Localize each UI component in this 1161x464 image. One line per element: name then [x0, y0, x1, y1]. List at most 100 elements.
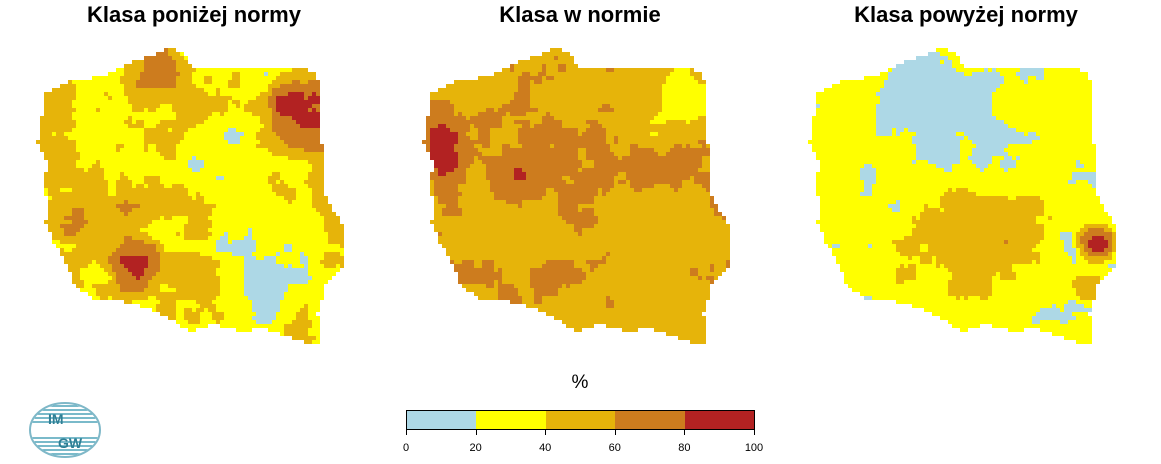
- map-cell: [458, 112, 462, 116]
- map-cell: [128, 124, 144, 128]
- map-cell: [176, 148, 268, 152]
- map-cell: [156, 272, 216, 276]
- map-cell: [518, 288, 534, 292]
- map-cell: [972, 72, 1000, 76]
- map-cell: [952, 60, 960, 64]
- map-cell: [184, 308, 192, 312]
- map-cell: [252, 308, 280, 312]
- map-cell: [1004, 156, 1012, 160]
- map-cell: [454, 112, 458, 116]
- map-cell: [1068, 180, 1076, 184]
- map-cell: [124, 172, 272, 176]
- map-cell: [1024, 80, 1028, 84]
- map-cell: [276, 100, 320, 104]
- map-cell: [172, 184, 184, 188]
- map-cell: [52, 240, 60, 244]
- map-cell: [1084, 224, 1108, 228]
- map-cell: [48, 192, 108, 196]
- map-cell: [1028, 80, 1092, 84]
- map-cell: [494, 264, 542, 268]
- map-cell: [240, 100, 248, 104]
- map-cell: [466, 132, 478, 136]
- map-cell: [630, 144, 638, 148]
- map-cell: [602, 256, 606, 260]
- map-cell: [220, 92, 260, 96]
- map-cell: [614, 176, 626, 180]
- map-cell: [522, 204, 558, 208]
- map-cell: [188, 216, 208, 220]
- map-cell: [996, 68, 1020, 72]
- map-cell: [940, 52, 956, 56]
- map-cell: [100, 264, 112, 268]
- map-cell: [968, 296, 980, 300]
- map-cell: [626, 172, 710, 176]
- map-cell: [450, 100, 510, 104]
- map-cell: [574, 264, 590, 268]
- map-cell: [820, 104, 876, 108]
- map-cell: [514, 68, 542, 72]
- map-cell: [538, 308, 706, 312]
- map-cell: [542, 76, 546, 80]
- map-cell: [530, 280, 582, 284]
- map-cell: [276, 312, 296, 316]
- map-cell: [208, 92, 216, 96]
- map-cell: [140, 204, 216, 208]
- map-cell: [112, 268, 128, 272]
- map-cell: [204, 120, 260, 124]
- map-cell: [840, 244, 868, 248]
- map-cell: [682, 180, 694, 184]
- map-cell: [992, 284, 1072, 288]
- map-cell: [988, 164, 1000, 168]
- map-cell: [606, 300, 614, 304]
- map-cell: [284, 180, 304, 184]
- map-cell: [160, 104, 172, 108]
- map-cell: [120, 260, 148, 264]
- map-cell: [324, 264, 336, 268]
- map-cell: [474, 160, 482, 164]
- map-cell: [164, 244, 216, 248]
- map-cell: [948, 188, 952, 192]
- map-cell: [284, 292, 324, 296]
- map-cell: [908, 264, 916, 268]
- map-cell: [1080, 228, 1088, 232]
- map-cell: [502, 152, 578, 156]
- map-cell: [682, 144, 686, 148]
- map-cell: [860, 168, 876, 172]
- map-cell: [860, 192, 872, 196]
- map-cell: [1032, 140, 1092, 144]
- map-cell: [228, 240, 232, 244]
- map-cell: [494, 72, 522, 76]
- map-cell: [498, 288, 518, 292]
- map-cell: [526, 176, 562, 180]
- map-cell: [308, 280, 328, 284]
- map-cell: [324, 216, 340, 220]
- map-cell: [72, 100, 128, 104]
- map-cell: [654, 328, 706, 332]
- map-cell: [108, 184, 116, 188]
- map-cell: [474, 156, 478, 160]
- map-cell: [92, 260, 96, 264]
- map-cell: [690, 68, 694, 72]
- map-cell: [844, 276, 896, 280]
- map-cell: [968, 156, 992, 160]
- map-cell: [892, 132, 896, 136]
- map-cell: [240, 104, 244, 108]
- map-cell: [176, 80, 192, 84]
- map-cell: [454, 168, 466, 172]
- map-cell: [1092, 248, 1104, 252]
- map-cell: [602, 104, 610, 108]
- map-cell: [872, 188, 948, 192]
- map-cell: [144, 68, 176, 72]
- map-cell: [434, 180, 466, 184]
- map-cell: [48, 228, 64, 232]
- map-cell: [916, 156, 960, 160]
- map-cell: [586, 120, 598, 124]
- map-cell: [80, 156, 164, 160]
- map-cell: [812, 116, 876, 120]
- map-cell: [454, 260, 462, 264]
- map-cell: [304, 304, 308, 308]
- map-cell: [256, 132, 276, 136]
- map-cell: [996, 88, 1092, 92]
- map-cell: [458, 272, 502, 276]
- map-cell: [578, 204, 710, 208]
